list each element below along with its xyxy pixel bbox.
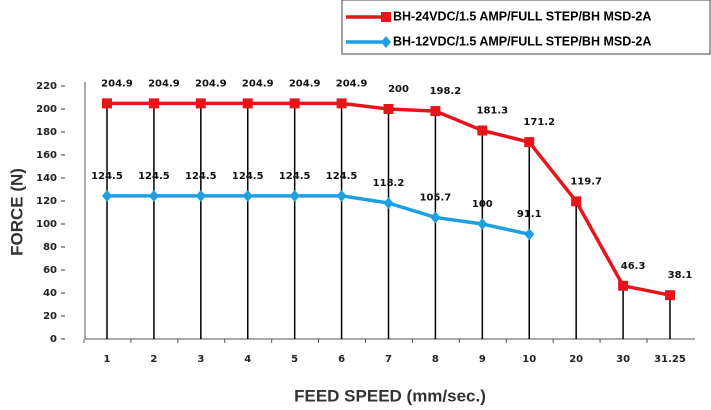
legend-label: BH-24VDC/1.5 AMP/FULL STEP/BH MSD-2A	[393, 9, 651, 23]
x-tick-label: 9	[479, 354, 486, 365]
marker	[148, 98, 159, 109]
marker	[102, 189, 112, 202]
series-line	[107, 194, 530, 236]
y-tick-label: 0	[50, 334, 57, 345]
marker	[383, 104, 394, 114]
marker	[148, 189, 159, 202]
y-tick-label: 220	[36, 81, 57, 92]
data-label: 200	[388, 84, 409, 95]
marker	[336, 98, 347, 109]
y-tick-label: 100	[36, 219, 57, 230]
y-tick-label: 60	[43, 265, 57, 276]
data-label: 204.9	[336, 78, 368, 89]
marker	[524, 137, 535, 148]
marker	[336, 189, 347, 202]
data-label: 100	[472, 199, 493, 210]
y-tick-label: 140	[36, 173, 57, 184]
legend-marker	[381, 12, 391, 22]
y-tick-label: 200	[36, 104, 57, 115]
data-label: 204.9	[101, 78, 133, 89]
marker	[289, 189, 300, 202]
data-label: 198.2	[430, 86, 462, 97]
x-tick-label: 10	[522, 354, 536, 365]
marker	[571, 196, 582, 207]
data-label: 124.5	[232, 171, 264, 182]
data-label: 124.5	[138, 171, 170, 182]
marker	[102, 98, 112, 109]
x-tick-label: 20	[569, 354, 583, 365]
marker	[524, 228, 535, 241]
legend-box	[341, 0, 711, 55]
marker	[477, 125, 488, 136]
marker	[618, 280, 629, 291]
x-tick-label: 30	[616, 354, 630, 365]
y-tick-label: 180	[36, 127, 57, 138]
x-tick-label: 5	[291, 354, 298, 365]
y-tick-label: 120	[36, 196, 57, 207]
data-label: 204.9	[242, 78, 274, 89]
data-label: 204.9	[289, 78, 321, 89]
data-label: 124.5	[279, 171, 311, 182]
data-label: 124.5	[91, 171, 123, 182]
data-label: 171.2	[523, 117, 555, 128]
data-label: 124.5	[185, 171, 217, 182]
marker	[430, 106, 441, 117]
y-tick-label: 20	[43, 311, 57, 322]
legend-label: BH-12VDC/1.5 AMP/FULL STEP/BH MSD-2A	[393, 34, 651, 48]
x-tick-label: 6	[338, 354, 345, 365]
data-label: 38.1	[668, 270, 693, 281]
x-axis-title: FEED SPEED (mm/sec.)	[294, 386, 486, 405]
y-axis-title: FORCE (N)	[7, 168, 26, 256]
marker	[195, 98, 206, 109]
marker	[195, 189, 206, 202]
marker	[430, 211, 441, 224]
x-tick-label: 1	[104, 354, 111, 365]
x-tick-label: 31.25	[654, 354, 686, 365]
marker	[383, 197, 394, 210]
y-tick-label: 160	[36, 150, 57, 161]
marker	[242, 189, 253, 202]
data-label: 105.7	[420, 192, 452, 203]
legend-marker	[381, 36, 391, 48]
data-label: 181.3	[477, 106, 509, 117]
data-label: 124.5	[326, 171, 358, 182]
x-tick-label: 2	[150, 354, 157, 365]
x-tick-label: 4	[244, 354, 251, 365]
data-label: 46.3	[621, 261, 646, 272]
marker	[242, 98, 253, 109]
x-tick-label: 3	[197, 354, 204, 365]
y-tick-label: 40	[43, 288, 57, 299]
data-label: 118.2	[373, 178, 405, 189]
marker	[289, 98, 300, 109]
y-tick-label: 80	[43, 242, 57, 253]
x-tick-label: 7	[385, 354, 392, 365]
data-label: 204.9	[148, 78, 180, 89]
data-label: 204.9	[195, 78, 227, 89]
x-tick-label: 8	[432, 354, 439, 365]
marker	[477, 218, 488, 230]
marker	[665, 290, 675, 301]
data-label: 119.7	[570, 176, 602, 187]
data-label: 91.1	[517, 209, 542, 220]
